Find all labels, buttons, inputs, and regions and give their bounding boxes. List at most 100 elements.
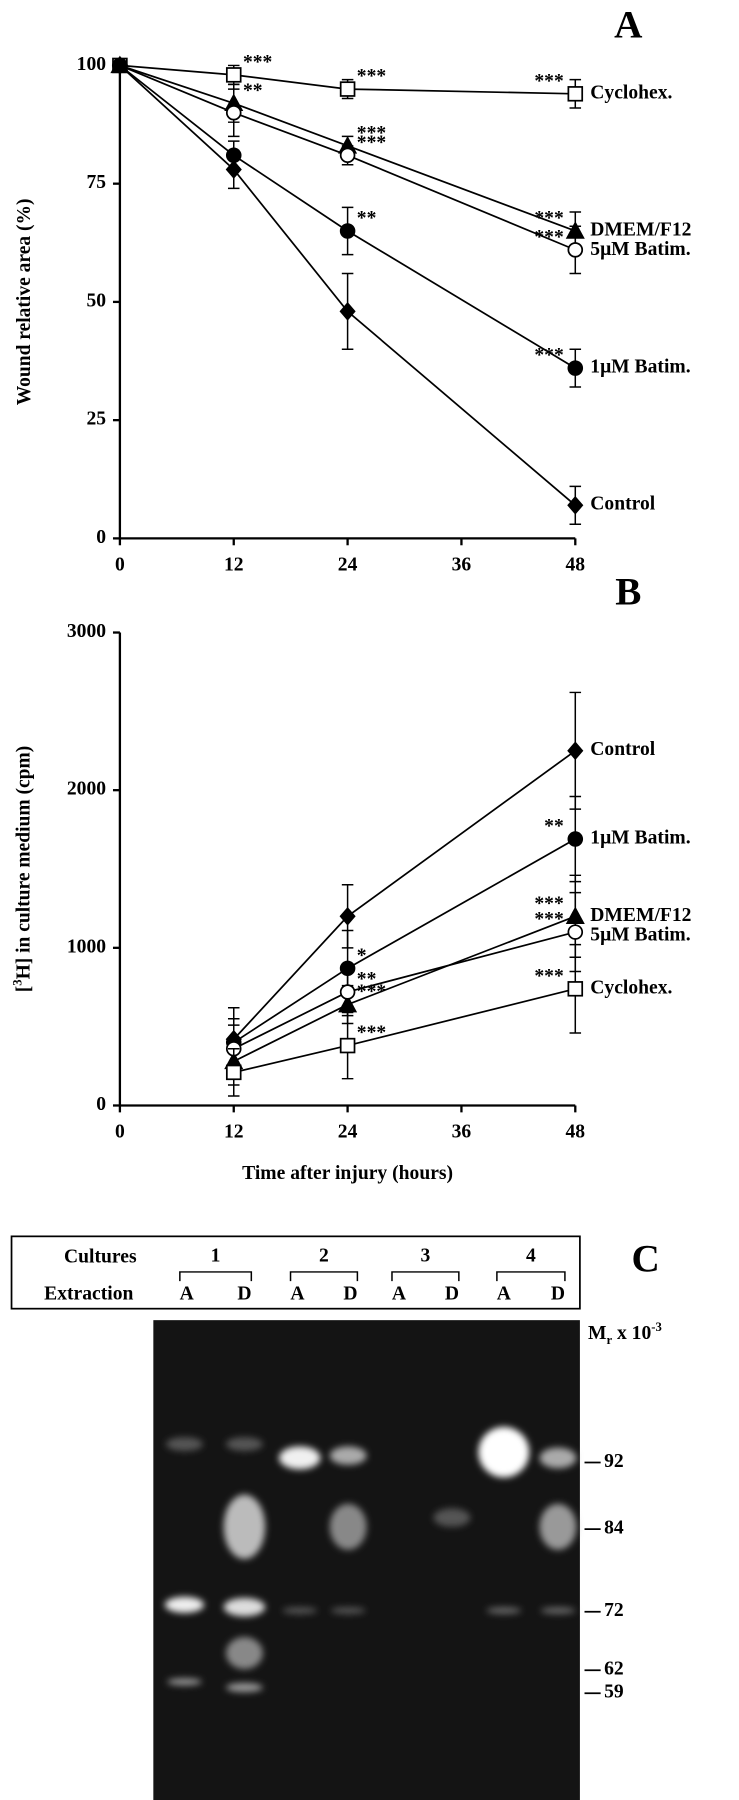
mr-label-part: x 10 [612,1324,651,1345]
marker [339,147,356,164]
marker [225,104,242,121]
series-label: 5μM Batim. [590,239,690,260]
marker [225,67,242,83]
marker [567,495,584,515]
panel-label: B [615,571,641,614]
bracket [289,1271,359,1282]
marker [339,906,356,926]
marker [339,302,356,321]
series-label: DMEM/F12 [590,905,691,926]
y-tick-label: 25 [86,409,106,430]
marker-label: 72 [604,1600,624,1621]
mr-label-part: M [588,1324,606,1345]
significance-label: *** [534,227,563,248]
marker [111,56,128,75]
series-label: DMEM/F12 [590,219,691,240]
extraction-label: D [343,1283,357,1304]
row-label: Extraction [44,1283,133,1304]
marker [567,360,584,376]
panel-label: A [614,4,642,47]
significance-label: ** [544,816,564,837]
marker [567,86,584,102]
extraction-label: A [392,1283,406,1304]
y-axis-label-part: H] in culture medium (cpm) [14,746,35,980]
x-tick-label: 36 [452,1122,472,1143]
series-line [233,915,576,1063]
x-tick-label: 12 [224,554,244,575]
marker [567,981,584,997]
panel-c [10,1235,581,1800]
x-tick-label: 48 [565,1122,585,1143]
series-label: 1μM Batim. [590,828,690,849]
significance-label: *** [534,966,563,987]
x-tick-label: 24 [338,554,358,575]
marker-label: 62 [604,1659,624,1680]
x-tick-label: 24 [338,1122,358,1143]
y-tick-label: 3000 [67,621,106,642]
x-axis-label: Time after injury (hours) [242,1163,453,1184]
series-line [233,987,576,1074]
series-label: Cyclohex. [590,977,672,998]
series-label: 1μM Batim. [590,357,690,378]
extraction-label: D [551,1283,565,1304]
significance-label: *** [534,208,563,229]
x-tick-label: 0 [115,1122,125,1143]
marker [567,924,584,940]
series-label: Cyclohex. [590,82,672,103]
x-tick-label: 0 [115,554,125,575]
bracket [496,1271,566,1282]
x-tick-label: 12 [224,1122,244,1143]
culture-label: 3 [421,1246,431,1267]
mr-label: Mr x 10-3 [588,1320,662,1347]
y-tick-label: 100 [77,54,107,75]
marker [225,160,242,179]
mr-label-part: r [606,1333,612,1347]
significance-label: ** [357,969,377,990]
row-label: Cultures [64,1247,137,1268]
y-axis-label: Wound relative area (%) [14,199,35,406]
significance-label: *** [534,71,563,92]
y-axis-label-part: 3 [10,979,24,985]
series-line [119,64,576,95]
marker [567,242,584,258]
culture-label: 1 [211,1246,221,1267]
header-box [10,1235,581,1310]
significance-label: ** [357,208,377,229]
significance-label: *** [534,345,563,366]
series-line [119,64,576,232]
series-label: 5μM Batim. [590,924,690,945]
significance-label: *** [357,1023,386,1044]
marker [339,984,356,1000]
y-axis-label: [3H] in culture medium (cpm) [10,746,35,993]
mr-label-part: -3 [651,1320,662,1334]
gel-bands [164,1426,577,1693]
series-line [119,64,576,369]
significance-label: *** [243,52,272,73]
significance-label: *** [534,893,563,914]
marker [339,1037,356,1054]
y-tick-label: 50 [86,290,106,311]
marker-label: 84 [604,1518,624,1539]
y-axis-label-part: [ [14,986,35,993]
marker [339,81,356,97]
y-tick-label: 75 [86,172,106,193]
extraction-label: A [497,1283,511,1304]
panel-label: C [631,1238,659,1281]
series-label: Control [590,739,656,760]
bracket [179,1271,253,1282]
significance-label: *** [357,66,386,87]
marker [339,223,356,239]
bracket [391,1271,460,1282]
extraction-label: A [180,1283,194,1304]
extraction-label: D [445,1283,459,1304]
significance-label: *** [534,909,563,930]
significance-label: * [357,945,367,966]
series-line [119,64,576,506]
series-line [233,838,576,1044]
marker-label: 92 [604,1451,624,1472]
x-tick-label: 48 [565,554,585,575]
culture-label: 4 [526,1246,536,1267]
y-tick-label: 0 [96,1094,106,1115]
